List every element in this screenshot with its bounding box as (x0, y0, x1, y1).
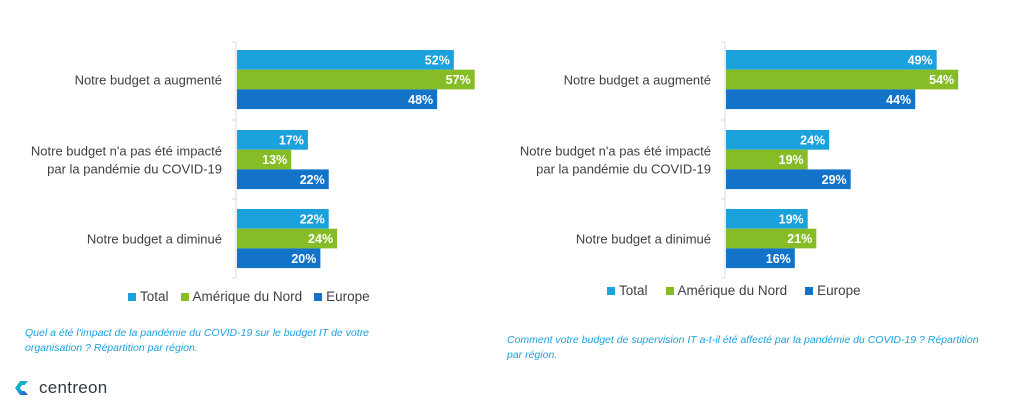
legend-swatch-europe (314, 292, 323, 301)
legend-swatch-europe (805, 286, 814, 295)
bar-total (237, 130, 308, 150)
category-label-line: Notre budget a augmenté (75, 73, 222, 88)
bar-europe (237, 89, 438, 110)
data-label-europe: 48% (408, 93, 433, 107)
data-label-total: 22% (300, 212, 325, 226)
category-label-line: Notre budget n'a pas été impacté (31, 144, 222, 159)
legend-label-europe: Europe (326, 289, 370, 304)
data-label-north-america: 24% (308, 232, 333, 246)
bar-europe (726, 169, 851, 190)
category-label-line: Notre budget n'a pas été impacté (520, 144, 711, 159)
data-label-europe: 44% (886, 93, 911, 107)
data-label-europe: 20% (291, 252, 316, 266)
bar-north-america (237, 228, 338, 249)
bar-total (726, 50, 937, 70)
data-label-total: 49% (908, 53, 933, 67)
legend-label-europe: Europe (817, 283, 861, 298)
category-label-line: Notre budget a dinimué (576, 232, 711, 247)
legend-swatch-total (128, 292, 136, 301)
bar-europe (237, 169, 329, 190)
bar-chart-right: Notre budget a augmenté Notre budget n'a … (520, 41, 959, 279)
data-label-north-america: 21% (787, 232, 812, 246)
category-label: Notre budget a augmenté (75, 73, 222, 88)
legend-item-total: Total (607, 283, 648, 298)
category-label: Notre budget a diminué (87, 232, 222, 247)
bar-north-america (726, 228, 817, 249)
category-label: Notre budget n'a pas été impacté par la p… (520, 144, 711, 177)
legend-item-north-america: Amérique du Nord (180, 289, 303, 304)
data-label-north-america: 54% (929, 73, 954, 87)
legend-left: Total Amérique du Nord Europe (128, 289, 382, 304)
data-label-total: 17% (279, 133, 304, 147)
caption-left: Quel a été l'impact de la pandémie du CO… (25, 327, 370, 354)
bar-europe (726, 89, 916, 110)
chart-right: Notre budget a augmenté Notre budget n'a … (510, 0, 1024, 290)
legend-swatch-north-america (665, 286, 674, 295)
bar-north-america (237, 149, 292, 170)
centreon-logo-icon (15, 381, 28, 395)
legend-label-north-america: Amérique du Nord (192, 289, 303, 304)
data-label-north-america: 57% (446, 73, 471, 87)
legend-item-north-america: Amérique du Nord (665, 283, 788, 298)
legend-label-total: Total (619, 283, 648, 298)
bar-europe (726, 248, 795, 269)
legend-item-europe: Europe (314, 289, 370, 304)
category-label: Notre budget a dinimué (576, 232, 711, 247)
chart-left: Notre budget a augmenté Notre budget n'a … (0, 0, 510, 290)
legend-label-north-america: Amérique du Nord (677, 283, 788, 298)
bar-total (726, 209, 808, 229)
centreon-logo: centreon (13, 378, 108, 398)
category-label-line: Notre budget a augmenté (564, 73, 711, 88)
bar-europe (237, 248, 321, 269)
bar-total (726, 130, 830, 150)
legend-swatch-total (607, 286, 615, 295)
bar-north-america (237, 69, 475, 90)
bar-north-america (726, 69, 959, 90)
bar-total (237, 50, 454, 70)
data-label-north-america: 19% (779, 153, 804, 167)
data-label-north-america: 13% (262, 153, 287, 167)
bar-chart-left: Notre budget a augmenté Notre budget n'a … (31, 41, 475, 279)
data-label-europe: 22% (300, 173, 325, 187)
category-label: Notre budget a augmenté (564, 73, 711, 88)
data-label-europe: 16% (766, 252, 791, 266)
data-label-europe: 29% (822, 173, 847, 187)
category-label: Notre budget n'a pas été impacté par la p… (31, 144, 222, 177)
legend-label-total: Total (140, 289, 169, 304)
legend-item-total: Total (128, 289, 169, 304)
category-label-line: Notre budget a diminué (87, 232, 222, 247)
legend-item-europe: Europe (805, 283, 861, 298)
category-label-line: par la pandémie du COVID-19 (47, 162, 222, 177)
category-label-line: par la pandémie du COVID-19 (536, 162, 711, 177)
data-label-total: 24% (800, 133, 825, 147)
data-label-total: 19% (779, 212, 804, 226)
data-label-total: 52% (425, 53, 450, 67)
legend-swatch-north-america (180, 292, 189, 301)
logo-text: centreon (39, 378, 108, 397)
legend-right: Total Amérique du Nord Europe (607, 283, 873, 298)
bar-north-america (726, 149, 808, 170)
caption-right: Comment votre budget de supervision IT a… (507, 334, 979, 361)
bar-total (237, 209, 329, 229)
